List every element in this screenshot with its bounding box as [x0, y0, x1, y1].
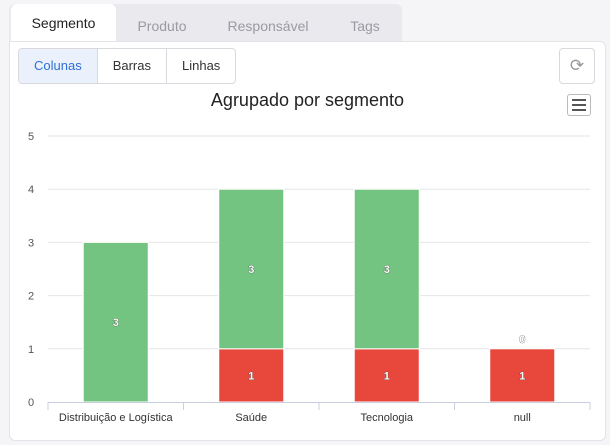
barras-button[interactable]: Barras	[98, 49, 167, 83]
x-tick-label: Distribuição e Logística	[59, 412, 174, 424]
data-label: 3	[248, 264, 254, 276]
hamburger-menu-icon[interactable]	[567, 94, 591, 116]
data-label: 3	[113, 317, 119, 329]
data-label: 3	[384, 264, 390, 276]
y-tick-label: 2	[28, 291, 34, 303]
bar-segment	[218, 348, 285, 403]
x-tick-label: null	[514, 412, 531, 424]
y-tick-label: 5	[28, 131, 34, 143]
y-tick-label: 3	[28, 237, 34, 249]
data-label: 1	[384, 370, 390, 382]
tab-responsavel[interactable]: Responsável	[227, 18, 309, 34]
bar-segment	[489, 348, 556, 403]
data-label: 1	[248, 370, 254, 382]
colunas-button[interactable]: Colunas	[19, 49, 98, 83]
y-tick-label: 1	[28, 344, 34, 356]
linhas-button[interactable]: Linhas	[182, 58, 221, 73]
data-label: 0	[519, 334, 525, 346]
chart-title: Agrupado por segmento	[210, 90, 405, 110]
refresh-icon[interactable]: ⟳	[559, 48, 595, 84]
bar-segment	[353, 188, 420, 350]
y-tick-label: 4	[28, 184, 34, 196]
y-tick-label: 0	[28, 397, 34, 409]
bar-segment	[82, 241, 149, 403]
data-label: 1	[519, 370, 525, 382]
bar-segment	[353, 348, 420, 403]
tab-produto[interactable]: Produto	[137, 18, 187, 34]
tab-segmento[interactable]: Segmento	[11, 4, 116, 45]
tab-tags[interactable]: Tags	[350, 18, 380, 34]
chart-type-button-group: Colunas Barras Linhas	[18, 48, 237, 84]
bar-segment	[218, 188, 285, 350]
tab-bar: Segmento Produto Responsável Tags	[9, 4, 402, 45]
x-tick-label: Tecnologia	[360, 412, 413, 424]
x-tick-label: Saúde	[235, 412, 267, 424]
